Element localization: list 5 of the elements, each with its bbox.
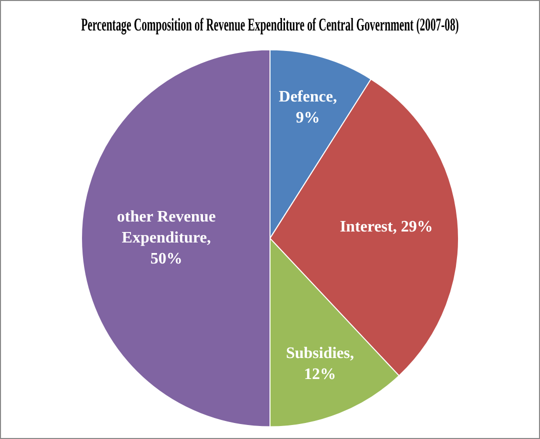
slice-label: Interest, 29% — [340, 218, 433, 236]
slice-label: other Revenue Expenditure, 50% — [116, 208, 216, 268]
slice-label: Subsidies, 12% — [286, 345, 354, 384]
slice-label: Defence, 9% — [278, 88, 337, 127]
chart-title: Percentage Composition of Revenue Expenditure of Central Government (2007-08) — [81, 16, 459, 36]
